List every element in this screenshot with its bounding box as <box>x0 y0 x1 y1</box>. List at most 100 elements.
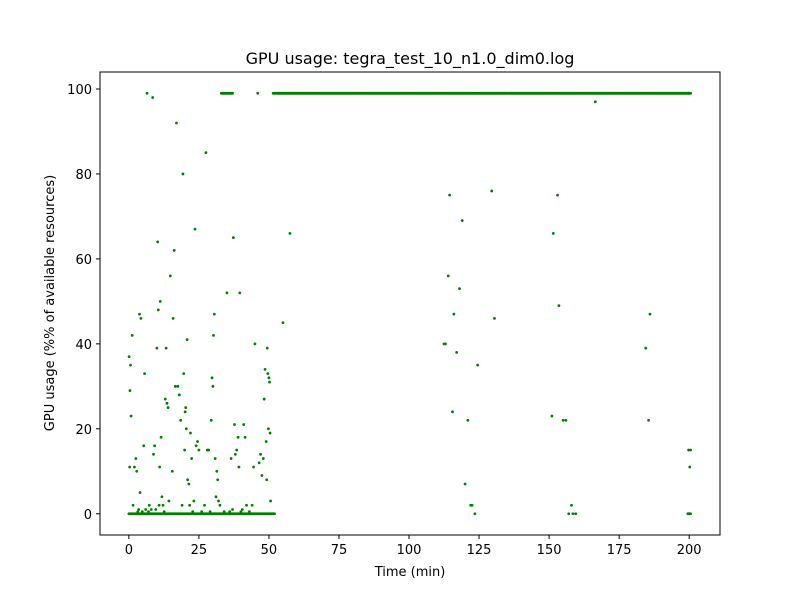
data-point <box>161 503 165 507</box>
data-point <box>644 346 648 350</box>
x-tick-label: 175 <box>607 543 632 558</box>
dense-series-run <box>271 91 692 95</box>
data-point <box>158 465 162 469</box>
data-point <box>571 512 575 516</box>
data-point <box>250 503 254 507</box>
data-point <box>262 397 266 401</box>
data-point <box>231 236 235 240</box>
data-point <box>207 448 211 452</box>
dense-series-run <box>219 91 234 95</box>
data-point <box>229 457 233 460</box>
data-point <box>268 431 272 435</box>
data-point <box>129 363 132 367</box>
data-point <box>131 503 135 507</box>
y-ticks: 0 20 40 60 80 100 <box>67 83 100 523</box>
y-axis-label: GPU usage (%% of available resources) <box>43 175 58 431</box>
data-point <box>281 321 285 325</box>
data-point <box>156 308 160 312</box>
data-point <box>688 465 692 469</box>
data-point <box>165 401 169 405</box>
data-point <box>463 482 467 486</box>
data-point <box>252 465 255 469</box>
data-point <box>159 435 163 439</box>
data-point <box>228 510 232 514</box>
data-point <box>208 510 212 514</box>
data-point <box>218 503 222 507</box>
data-point <box>136 510 140 514</box>
data-point <box>231 508 234 511</box>
data-point <box>689 512 692 516</box>
data-point <box>166 406 170 409</box>
data-point <box>564 418 568 422</box>
data-point <box>267 376 271 380</box>
data-point <box>158 299 162 303</box>
data-point <box>212 333 215 337</box>
data-point <box>557 304 561 308</box>
data-point <box>135 469 139 473</box>
chart-title: GPU usage: tegra_test_10_n1.0_dim0.log <box>246 49 575 69</box>
data-point <box>171 316 175 320</box>
data-point <box>561 418 565 422</box>
x-ticks: 0 25 50 75 100 125 150 175 200 <box>125 535 702 558</box>
data-point <box>233 423 236 426</box>
data-point <box>176 384 180 388</box>
y-tick-label: 60 <box>75 253 92 268</box>
axes-frame <box>99 71 721 536</box>
data-point <box>263 367 267 371</box>
data-point <box>266 372 270 375</box>
data-point <box>264 440 268 443</box>
data-point <box>240 508 244 511</box>
data-point <box>490 189 494 193</box>
data-point <box>260 474 264 477</box>
data-point <box>648 312 652 316</box>
data-point <box>182 372 186 375</box>
data-point <box>265 478 269 482</box>
x-axis-label: Time (min) <box>374 565 446 580</box>
data-point <box>203 503 206 507</box>
data-point <box>687 448 691 452</box>
data-point <box>253 342 257 346</box>
data-point <box>190 457 194 460</box>
data-point <box>191 510 195 514</box>
data-point <box>446 274 450 278</box>
data-point <box>140 510 144 514</box>
data-point <box>257 461 261 465</box>
data-point <box>466 418 470 422</box>
data-point <box>265 346 269 350</box>
data-point <box>245 503 248 507</box>
data-point <box>473 512 477 516</box>
data-point <box>225 291 229 295</box>
data-point <box>185 338 189 342</box>
data-point <box>153 444 157 448</box>
data-point <box>184 406 188 409</box>
data-point <box>689 91 692 95</box>
data-point <box>164 346 168 350</box>
data-point <box>188 503 192 507</box>
data-point <box>556 193 559 197</box>
data-point <box>137 508 141 511</box>
data-point <box>147 503 151 507</box>
data-point <box>236 435 240 439</box>
x-tick-label: 50 <box>261 543 278 558</box>
data-point <box>183 448 187 452</box>
data-point <box>167 499 171 503</box>
y-tick-label: 20 <box>75 423 92 438</box>
data-point <box>266 427 270 431</box>
data-point <box>180 503 184 507</box>
data-point <box>238 291 242 295</box>
data-point <box>145 91 149 95</box>
data-point <box>452 312 456 316</box>
data-point <box>128 465 132 469</box>
data-point <box>259 452 262 456</box>
x-tick-label: 0 <box>125 543 133 558</box>
data-point <box>175 121 178 125</box>
data-point <box>574 512 578 516</box>
data-point <box>163 397 167 401</box>
data-point <box>187 482 191 486</box>
data-point <box>138 491 142 494</box>
data-point <box>156 240 160 244</box>
data-point <box>273 512 276 516</box>
data-point <box>242 423 246 426</box>
data-point <box>214 495 218 499</box>
